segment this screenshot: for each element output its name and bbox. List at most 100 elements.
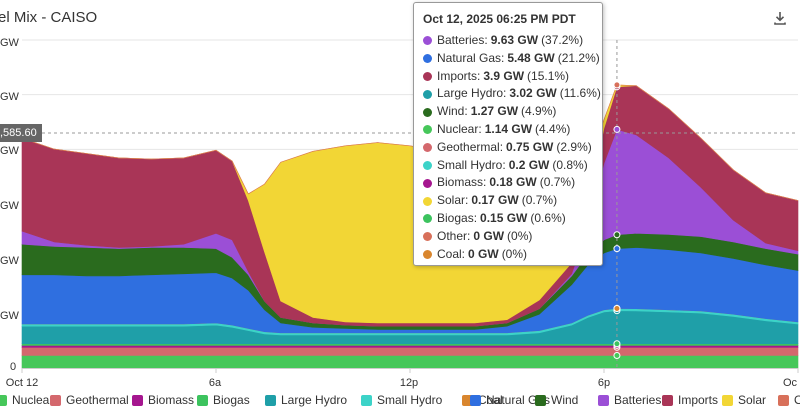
- legend-label: Biogas: [213, 393, 250, 407]
- tooltip-series-name: Solar:: [437, 193, 469, 208]
- legend-swatch-icon: [50, 394, 61, 406]
- tooltip-series-value: 1.14 GW: [484, 121, 533, 136]
- tooltip-row: Solar: 0.17 GW (0.7%): [423, 192, 602, 210]
- legend-item[interactable]: Large Hydro: [265, 390, 347, 410]
- series-dot-icon: [423, 249, 432, 259]
- tooltip-row: Other: 0 GW (0%): [423, 228, 602, 246]
- series-dot-icon: [423, 232, 432, 242]
- legend-item[interactable]: Nuclear: [0, 390, 53, 410]
- hover-marker-coal: [613, 305, 621, 313]
- download-icon[interactable]: [772, 10, 788, 26]
- legend-item[interactable]: Oth: [778, 390, 800, 410]
- series-dot-icon: [423, 54, 432, 64]
- legend-item[interactable]: Natural Gas: [470, 390, 550, 410]
- tooltip-row: Biomass: 0.18 GW (0.7%): [423, 174, 602, 192]
- tooltip-series-name: Coal:: [437, 246, 466, 261]
- tooltip-series-percent: (0.6%): [530, 210, 566, 225]
- legend-label: Wind: [551, 393, 579, 407]
- legend-swatch-icon: [462, 394, 473, 406]
- series-dot-icon: [423, 125, 432, 135]
- tooltip-series-percent: (0%): [507, 228, 533, 243]
- y-tick-label: GW: [0, 145, 19, 157]
- legend-label: Oth: [794, 393, 800, 407]
- legend-item[interactable]: Wind: [535, 390, 578, 410]
- legend-item[interactable]: Biogas: [197, 390, 250, 410]
- tooltip-series-value: 0.17 GW: [471, 193, 519, 208]
- crosshair-value-label: ,585.60: [0, 124, 42, 142]
- legend-item[interactable]: Small Hydro: [361, 390, 442, 410]
- tooltip-series-percent: (11.6%): [559, 86, 601, 101]
- tooltip-series-percent: (0.7%): [539, 175, 576, 190]
- legend-item[interactable]: Batteries: [598, 390, 661, 410]
- x-tick-label: 12p: [399, 377, 419, 389]
- area-series-nuclear[interactable]: [21, 355, 799, 369]
- legend-label: Batteries: [614, 393, 662, 407]
- legend-label: Natural Gas: [486, 393, 551, 407]
- tooltip-series-percent: (0%): [501, 246, 528, 261]
- legend-item[interactable]: Geothermal: [50, 390, 129, 410]
- tooltip-series-value: 9.63 GW: [490, 33, 539, 47]
- y-tick-label: GW: [0, 200, 19, 212]
- tooltip-series-percent: (15.1%): [527, 68, 570, 83]
- tooltip-row: Imports: 3.9 GW (15.1%): [423, 68, 602, 86]
- tooltip-series-value: 5.48 GW: [507, 50, 555, 65]
- tooltip-series-percent: (2.9%): [556, 139, 592, 154]
- legend-label: Nuclear: [12, 393, 54, 407]
- series-dot-icon: [423, 143, 432, 153]
- y-tick-label: GW: [0, 255, 19, 267]
- hover-marker-other: [613, 81, 621, 89]
- tooltip-series-percent: (4.9%): [521, 104, 557, 119]
- x-tick-label: 6a: [208, 377, 222, 389]
- tooltip-series-percent: (4.4%): [535, 121, 571, 136]
- legend-swatch-icon: [265, 394, 276, 406]
- legend-swatch-icon: [722, 394, 733, 406]
- legend-swatch-icon: [598, 394, 609, 406]
- tooltip-series-name: Wind:: [437, 104, 468, 119]
- legend-label: Biomass: [148, 393, 195, 407]
- area-series-other[interactable]: [21, 84, 799, 226]
- legend-item[interactable]: Imports: [662, 390, 718, 410]
- tooltip-series-value: 3.02 GW: [509, 86, 557, 101]
- tooltip-series-value: 1.27 GW: [470, 104, 519, 119]
- y-tick-label: GW: [0, 91, 19, 103]
- hover-marker-wind: [613, 231, 621, 239]
- tooltip-series-value: 0.75 GW: [506, 139, 554, 154]
- legend-swatch-icon: [470, 394, 481, 406]
- series-dot-icon: [423, 89, 432, 99]
- tooltip-series-name: Other:: [437, 228, 471, 243]
- tooltip-row: Nuclear: 1.14 GW (4.4%): [423, 121, 602, 139]
- legend-item[interactable]: Biomass: [132, 390, 194, 410]
- tooltip-row: Biogas: 0.15 GW (0.6%): [423, 210, 602, 228]
- series-dot-icon: [423, 214, 432, 224]
- tooltip-series-value: 0 GW: [468, 246, 499, 261]
- tooltip-series-percent: (21.2%): [557, 50, 600, 65]
- tooltip-series-name: Natural Gas:: [437, 50, 505, 65]
- tooltip-row: Geothermal: 0.75 GW (2.9%): [423, 139, 602, 157]
- tooltip-series-percent: (0.7%): [521, 193, 558, 208]
- legend-item[interactable]: Coal: [462, 390, 503, 410]
- tooltip-series-name: Geothermal:: [437, 139, 504, 154]
- tooltip-header: Oct 12, 2025 06:25 PM PDT: [423, 12, 576, 26]
- legend-item[interactable]: Solar: [722, 390, 766, 410]
- y-tick-label: 0: [10, 361, 17, 373]
- tooltip-row: Batteries: 9.63 GW (37.2%): [423, 32, 602, 50]
- y-tick-label: GW: [0, 310, 19, 322]
- hover-marker-nuclear: [613, 352, 621, 360]
- tooltip-row: Large Hydro: 3.02 GW (11.6%): [423, 85, 602, 103]
- x-tick-label: 6p: [597, 377, 611, 389]
- series-dot-icon: [423, 71, 432, 81]
- legend-label: Geothermal: [66, 393, 129, 407]
- tooltip-series-name: Biomass:: [437, 175, 487, 190]
- hover-marker-biogas: [613, 340, 621, 348]
- tooltip-rows: Batteries: 9.63 GW (37.2%) Natural Gas: 5.48…: [414, 32, 602, 263]
- legend: Nuclear Geothermal Biomass Biogas Large Hydr…: [0, 390, 800, 412]
- series-dot-icon: [423, 36, 432, 46]
- chart-title: el Mix - CAISO: [0, 9, 98, 26]
- area-series-geothermal[interactable]: [21, 347, 799, 356]
- legend-label: Small Hydro: [377, 393, 443, 407]
- tooltip-row: Wind: 1.27 GW (4.9%): [423, 103, 602, 121]
- legend-swatch-icon: [197, 394, 208, 406]
- tooltip-series-name: Biogas:: [437, 210, 478, 225]
